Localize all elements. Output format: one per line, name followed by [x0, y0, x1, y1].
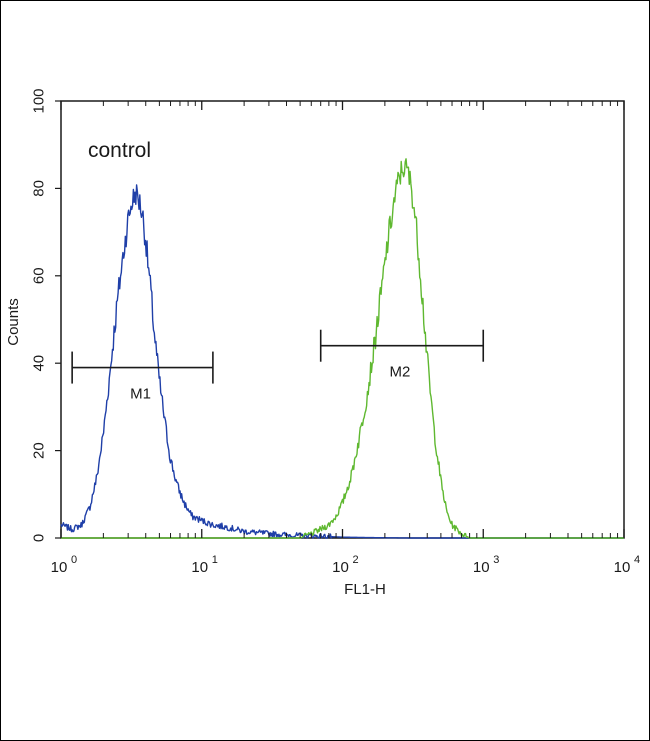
x-tick-label: 10 2: [332, 554, 358, 576]
series-line-sample: [61, 158, 624, 539]
x-tick-base: 10: [614, 559, 631, 576]
plot-area: [60, 100, 625, 539]
y-tick-label: 0: [31, 534, 48, 542]
y-tick-label: 20: [31, 442, 48, 459]
y-axis-ticks: 0 20 40 60 80 100: [31, 88, 61, 542]
x-axis-ticks: 10 0 10 1 10 2 10 3 10 4: [51, 101, 640, 576]
y-tick-label: 100: [31, 88, 48, 113]
x-tick-exponent: 0: [71, 554, 77, 566]
y-tick-label: 40: [31, 355, 48, 372]
x-tick-label: 10 4: [614, 554, 640, 576]
x-tick-exponent: 3: [493, 554, 499, 566]
annotation-text: control: [88, 139, 151, 162]
gate-m2: M2: [319, 329, 485, 381]
y-axis-title: Counts: [5, 298, 22, 346]
x-tick-label: 10 3: [473, 554, 499, 576]
x-tick-base: 10: [51, 559, 68, 576]
x-tick-base: 10: [473, 559, 490, 576]
x-tick-base: 10: [332, 559, 349, 576]
x-tick-exponent: 2: [353, 554, 359, 566]
x-tick-label: 10 0: [51, 554, 77, 576]
x-tick-exponent: 4: [634, 554, 640, 566]
x-tick-base: 10: [191, 559, 208, 576]
gate-label: M2: [390, 364, 411, 381]
marker-layer: M1 M2: [71, 329, 485, 403]
x-axis-title: FL1-H: [344, 581, 386, 598]
x-tick-exponent: 1: [212, 554, 218, 566]
gate-m1: M1: [71, 351, 214, 403]
gate-label: M1: [130, 386, 151, 403]
x-tick-label: 10 1: [191, 554, 217, 576]
y-tick-label: 80: [31, 180, 48, 197]
y-tick-label: 60: [31, 267, 48, 284]
